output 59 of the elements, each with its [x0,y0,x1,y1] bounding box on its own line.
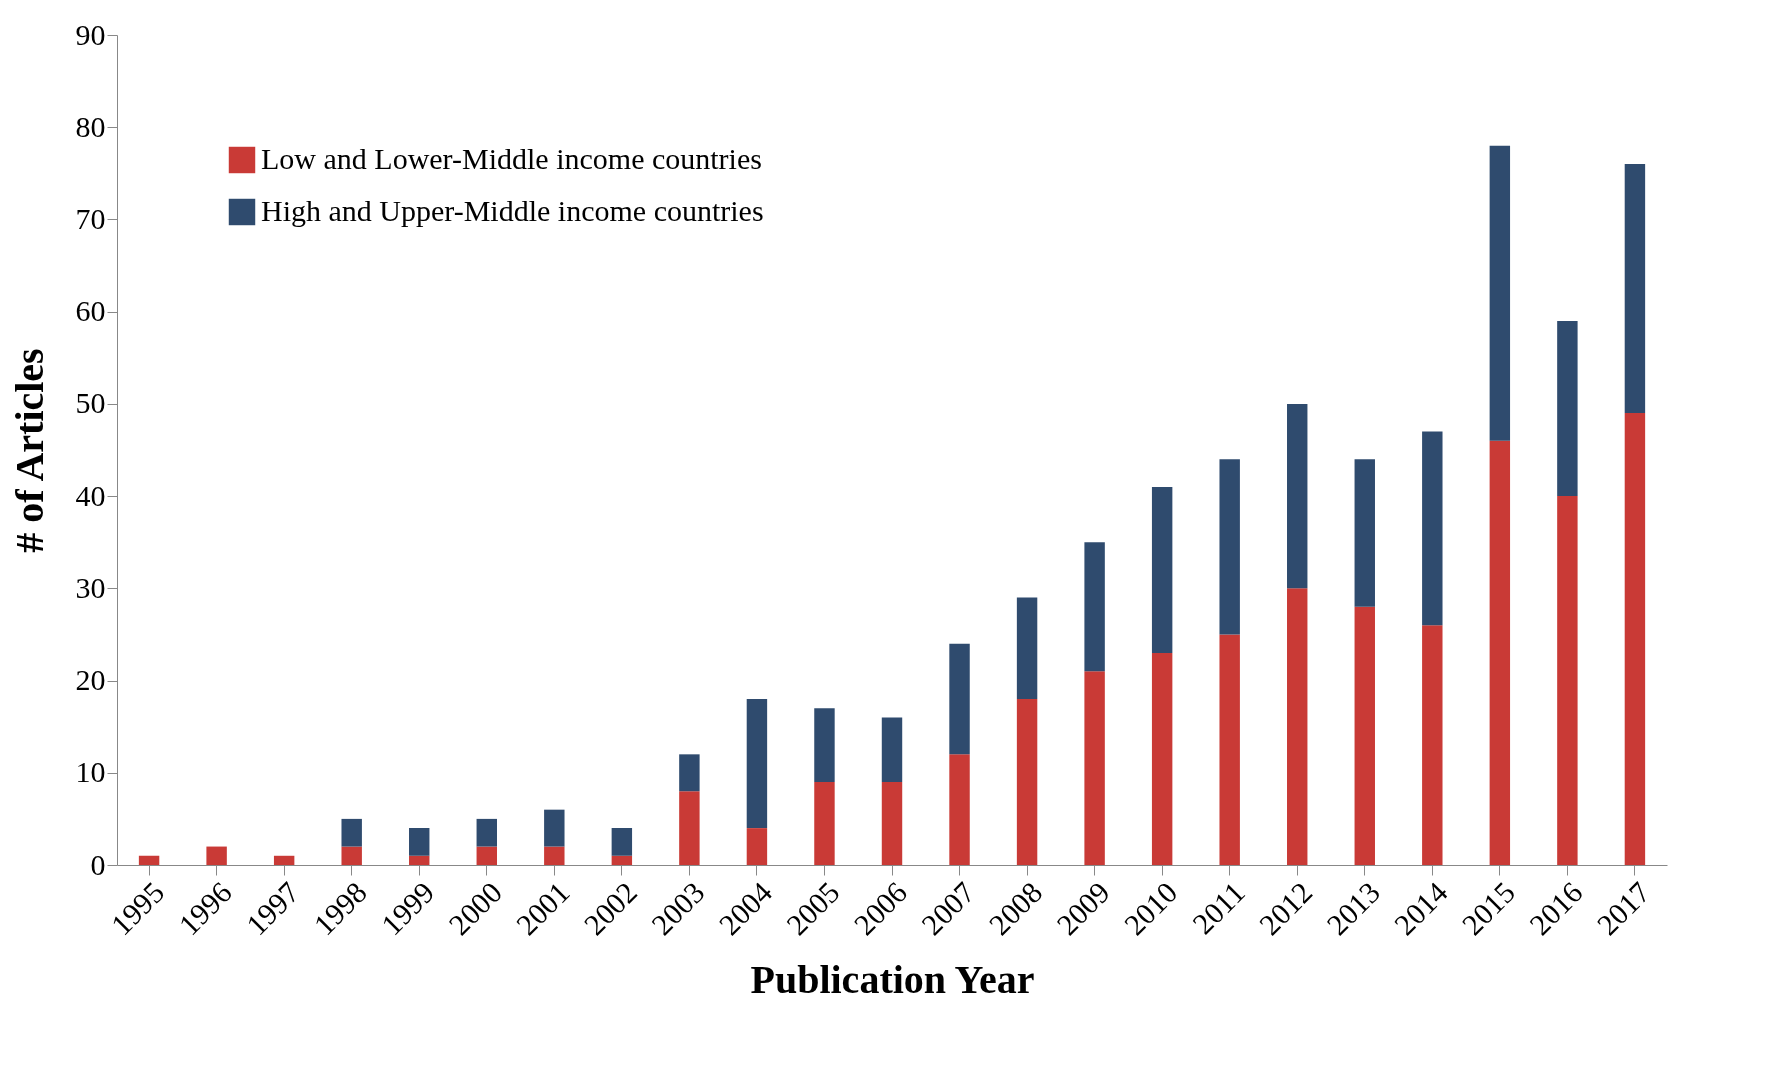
bar [1557,320,1578,497]
bar [1422,431,1443,626]
bar [1287,403,1308,589]
x-axis-title: Publication Year [750,957,1035,1003]
bar [679,791,700,865]
bar [544,809,565,847]
bar [746,828,768,865]
x-tick-label: 2011 [1185,875,1251,941]
bar [206,846,227,865]
bar [1219,634,1240,865]
bar [1354,459,1375,607]
y-tick-label: 0 [90,847,106,881]
bar [409,855,430,865]
y-tick-label: 10 [75,755,106,789]
bar [544,846,565,865]
y-tick-label: 80 [75,109,106,143]
bar [476,846,497,865]
bar [1354,606,1375,865]
bar [949,643,970,755]
y-axis-title: # of Articles [6,348,52,553]
bar [341,846,362,865]
bar [746,699,768,829]
bar [273,855,295,865]
bar [1489,440,1511,865]
bar [1624,164,1646,414]
bar [1016,699,1038,865]
bar [611,855,633,865]
bar [1557,496,1578,865]
x-tick-label: 1999 [374,875,441,942]
bar [1422,625,1443,865]
bar [881,717,903,782]
bar [814,708,835,782]
bar [1151,652,1173,865]
bar [1489,145,1511,441]
bar [881,782,903,865]
bar [1084,671,1105,865]
bar [409,828,430,856]
bar [1151,486,1173,653]
bar [1287,588,1308,865]
legend-label: Low and Lower-Middle income countries [261,142,762,175]
bar [138,855,160,865]
y-tick-label: 20 [75,663,106,697]
y-tick-label: 50 [75,386,106,420]
bar [341,818,362,847]
y-tick-label: 30 [75,570,106,604]
legend-label: High and Upper-Middle income countries [261,194,764,227]
y-tick-label: 70 [75,201,106,235]
bar [1624,413,1646,865]
bar [1084,542,1105,672]
y-tick-label: 40 [75,478,106,512]
bar [1219,459,1240,635]
bar [679,754,700,792]
bar [1016,597,1038,699]
y-tick-label: 60 [75,294,106,328]
bar [611,828,633,856]
bar [476,818,497,847]
bar [949,754,970,865]
y-tick-label: 90 [75,17,106,51]
bar [814,782,835,865]
